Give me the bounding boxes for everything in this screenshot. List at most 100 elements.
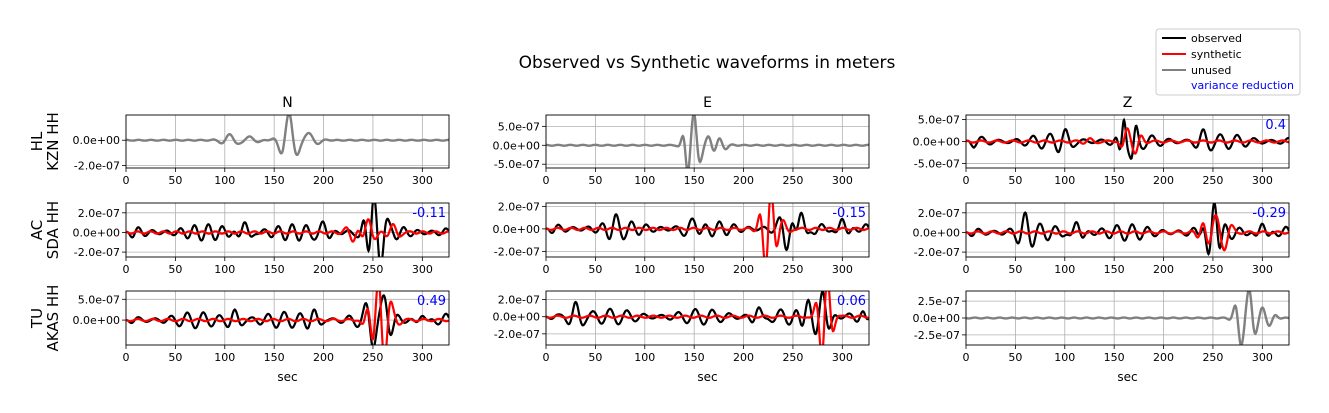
x-tick-label: 150 bbox=[1104, 174, 1125, 187]
waveform-panel: 0 50 100 150 200 250 300 5.0e-07 0.0e+00 -5.0e-07… bbox=[913, 95, 1290, 187]
x-tick-label: 0 bbox=[123, 263, 130, 276]
synthetic-trace bbox=[546, 291, 869, 345]
x-tick-label: 300 bbox=[832, 351, 853, 364]
panel-frame bbox=[125, 114, 450, 169]
x-tick-label: 200 bbox=[1153, 351, 1174, 364]
y-tick-label: 5.0e-07 bbox=[78, 293, 120, 306]
observed-trace bbox=[966, 203, 1289, 256]
x-tick-label: 250 bbox=[782, 174, 803, 187]
x-tick-label: 200 bbox=[313, 174, 334, 187]
y-tick-label: 5.0e-07 bbox=[918, 113, 960, 126]
x-tick-label: 150 bbox=[684, 174, 705, 187]
y-tick-label: 2.0e-07 bbox=[498, 200, 540, 213]
x-tick-label: 100 bbox=[214, 351, 235, 364]
legend-unused-label: unused bbox=[1191, 64, 1231, 77]
x-tick-label: 0 bbox=[123, 351, 130, 364]
x-tick-label: 200 bbox=[733, 174, 754, 187]
x-tick-label: 150 bbox=[264, 351, 285, 364]
x-tick-label: 300 bbox=[1252, 351, 1273, 364]
y-tick-label: 0.0e+00 bbox=[913, 226, 960, 239]
station-name-label: SDA HH bbox=[44, 201, 62, 259]
x-tick-label: 300 bbox=[1252, 263, 1273, 276]
y-tick-label: 0.0e+00 bbox=[493, 311, 540, 324]
waveform-panel: 0 50 100 150 200 250 300 2.0e-07 0.0e+00 -2.0e-07… bbox=[913, 202, 1290, 276]
x-axis-label: sec bbox=[1117, 370, 1137, 384]
x-tick-label: 250 bbox=[362, 263, 383, 276]
x-tick-label: 250 bbox=[1202, 174, 1223, 187]
legend-synthetic-label: synthetic bbox=[1191, 48, 1242, 61]
y-tick-label: 0.0e+00 bbox=[493, 139, 540, 152]
x-tick-label: 50 bbox=[588, 263, 602, 276]
observed-trace bbox=[126, 203, 449, 257]
x-tick-label: 0 bbox=[963, 174, 970, 187]
x-tick-label: 300 bbox=[832, 174, 853, 187]
panel-frame bbox=[545, 202, 870, 258]
variance-reduction-label: -0.15 bbox=[832, 206, 866, 221]
column-title: E bbox=[703, 95, 712, 111]
y-tick-label: 0.0e+00 bbox=[913, 136, 960, 149]
legend-frame bbox=[1155, 28, 1301, 96]
x-tick-label: 0 bbox=[963, 263, 970, 276]
x-tick-label: 300 bbox=[412, 351, 433, 364]
y-tick-label: 0.0e+00 bbox=[493, 223, 540, 236]
station-name-label: KZN HH bbox=[44, 112, 62, 171]
x-tick-label: 150 bbox=[264, 174, 285, 187]
panel-frame bbox=[125, 290, 450, 346]
unused-trace bbox=[546, 115, 869, 168]
x-tick-label: 250 bbox=[362, 174, 383, 187]
x-tick-label: 100 bbox=[214, 263, 235, 276]
unused-trace bbox=[966, 291, 1289, 345]
x-tick-label: 100 bbox=[634, 263, 655, 276]
y-tick-label: -2.0e-07 bbox=[74, 159, 120, 172]
waveform-panel: 0 50 100 150 200 250 300 5.0e-07 0.0e+00 -5.0e-07… bbox=[493, 95, 870, 187]
column-title: N bbox=[282, 95, 292, 111]
x-tick-label: 150 bbox=[264, 263, 285, 276]
synthetic-trace bbox=[126, 291, 449, 345]
panel-frame bbox=[545, 114, 870, 169]
synthetic-trace bbox=[546, 203, 869, 257]
x-tick-label: 100 bbox=[1054, 263, 1075, 276]
x-tick-label: 150 bbox=[684, 351, 705, 364]
waveform-panel: 0 50 100 150 200 250 300 2.0e-07 0.0e+00 -2.0e-07… bbox=[28, 201, 450, 276]
station-network-label: TU bbox=[28, 308, 46, 329]
x-tick-label: 100 bbox=[1054, 174, 1075, 187]
x-tick-label: 250 bbox=[782, 263, 803, 276]
x-tick-label: 100 bbox=[214, 174, 235, 187]
x-tick-label: 50 bbox=[168, 351, 182, 364]
y-tick-label: -2.0e-07 bbox=[914, 246, 960, 259]
waveform-panel: 0 50 100 150 200 250 300 2.0e-07 0.0e+00 -2.0e-07… bbox=[493, 290, 870, 384]
x-tick-label: 250 bbox=[1202, 351, 1223, 364]
x-tick-label: 200 bbox=[313, 263, 334, 276]
y-tick-label: 5.0e-07 bbox=[498, 120, 540, 133]
panel-frame bbox=[545, 290, 870, 346]
variance-reduction-label: 0.06 bbox=[837, 294, 866, 309]
waveform-panel: 0 50 100 150 200 250 300 2.5e-07 0.0e+00 -2.5e-07… bbox=[913, 290, 1290, 384]
x-tick-label: 300 bbox=[832, 263, 853, 276]
x-tick-label: 0 bbox=[123, 174, 130, 187]
x-tick-label: 50 bbox=[168, 174, 182, 187]
x-tick-label: 50 bbox=[588, 174, 602, 187]
x-tick-label: 50 bbox=[1008, 174, 1022, 187]
x-tick-label: 200 bbox=[733, 263, 754, 276]
x-axis-label: sec bbox=[697, 370, 717, 384]
waveform-panel: 0 50 100 150 200 250 300 5.0e-07 0.0e+00 0.49 sec T… bbox=[28, 285, 450, 384]
legend: observed synthetic unused variance reduc… bbox=[1155, 28, 1301, 96]
x-tick-label: 50 bbox=[1008, 263, 1022, 276]
synthetic-trace bbox=[966, 214, 1289, 252]
x-tick-label: 50 bbox=[1008, 351, 1022, 364]
x-tick-label: 300 bbox=[1252, 174, 1273, 187]
y-tick-label: -5.0e-07 bbox=[494, 158, 540, 171]
station-network-label: AC bbox=[28, 220, 46, 240]
legend-observed-label: observed bbox=[1191, 32, 1242, 45]
y-tick-label: -5.0e-07 bbox=[914, 158, 960, 171]
panel-frame bbox=[125, 202, 450, 258]
x-tick-label: 100 bbox=[634, 174, 655, 187]
x-tick-label: 150 bbox=[1104, 263, 1125, 276]
y-tick-label: 2.0e-07 bbox=[918, 207, 960, 220]
x-tick-label: 0 bbox=[543, 351, 550, 364]
x-tick-label: 200 bbox=[1153, 263, 1174, 276]
y-tick-label: 0.0e+00 bbox=[73, 134, 120, 147]
x-tick-label: 200 bbox=[313, 351, 334, 364]
x-tick-label: 200 bbox=[1153, 174, 1174, 187]
